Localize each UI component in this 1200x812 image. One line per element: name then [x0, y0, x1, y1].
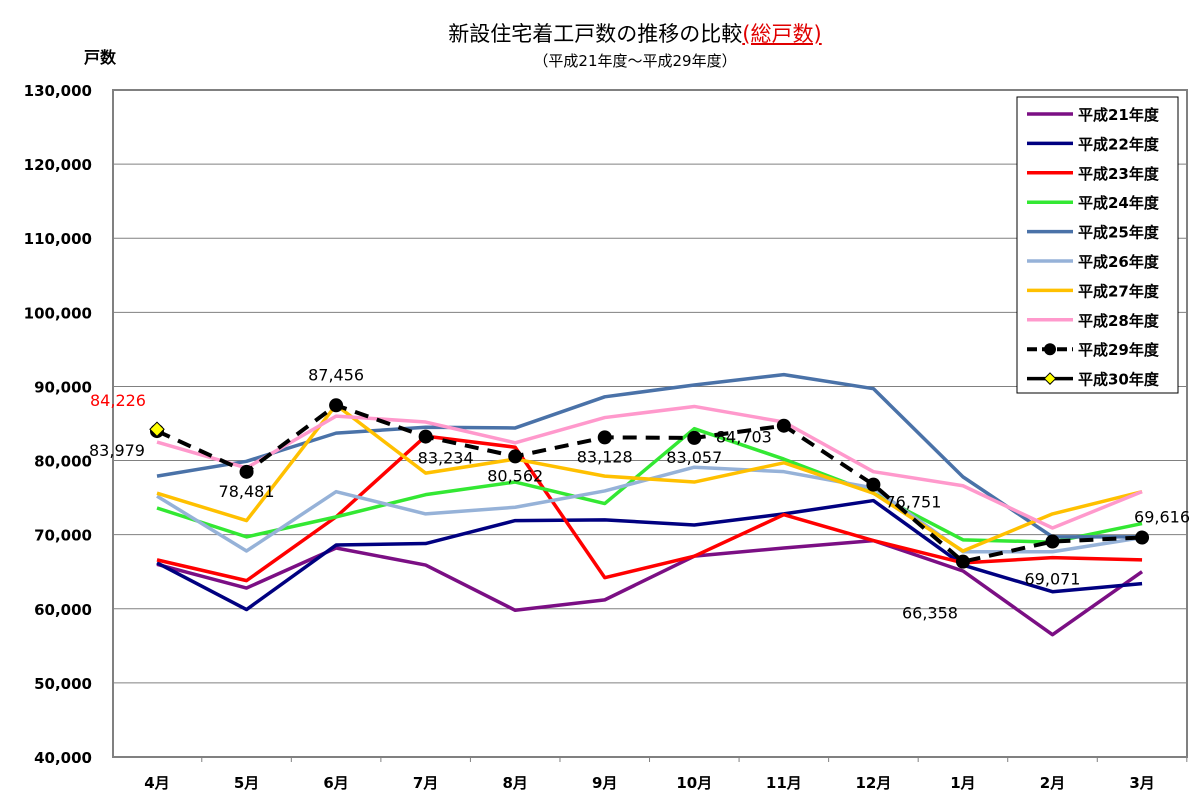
y-tick-label: 60,000 [34, 601, 92, 619]
data-point [687, 430, 702, 445]
x-tick-label: 3月 [1129, 774, 1154, 792]
data-point [1135, 530, 1150, 545]
legend: 平成21年度平成22年度平成23年度平成24年度平成25年度平成26年度平成27… [1016, 96, 1179, 394]
y-axis-label: 戸数 [84, 48, 117, 67]
y-tick-label: 110,000 [24, 230, 92, 248]
chart-subtitle: （平成21年度～平成29年度） [533, 52, 737, 70]
data-point [597, 430, 612, 445]
chart-title-emphasis: (総戸数) [742, 22, 822, 46]
y-tick-label: 130,000 [24, 82, 92, 100]
x-tick-label: 5月 [234, 774, 259, 792]
data-point [776, 418, 791, 433]
legend-item: 平成29年度 [1027, 341, 1160, 359]
legend-label: 平成27年度 [1078, 282, 1160, 300]
data-label: 66,358 [902, 604, 958, 623]
data-label: 69,616 [1134, 508, 1190, 527]
series-2 [156, 498, 1143, 612]
series-line [156, 372, 1143, 539]
legend-label: 平成25年度 [1078, 224, 1160, 242]
x-tick-label: 12月 [855, 774, 891, 792]
series-8 [156, 404, 1143, 530]
x-tick-label: 4月 [144, 774, 169, 792]
data-point [508, 449, 523, 464]
legend-label: 平成29年度 [1078, 341, 1160, 359]
series-line [156, 403, 1143, 564]
series-10: 84,226 [90, 391, 165, 438]
legend-label: 平成26年度 [1078, 253, 1160, 271]
legend-item: 平成23年度 [1027, 165, 1160, 183]
data-label: 83,979 [89, 441, 145, 460]
legend-item: 平成22年度 [1027, 135, 1160, 153]
data-label: 78,481 [219, 482, 275, 501]
series-4 [156, 426, 1143, 544]
series-line [156, 426, 1143, 544]
y-tick-label: 80,000 [34, 453, 92, 471]
data-point [1045, 534, 1060, 549]
legend-label: 平成28年度 [1078, 312, 1160, 330]
series-line [156, 404, 1143, 530]
x-tick-label: 2月 [1040, 774, 1065, 792]
y-tick-label: 50,000 [34, 675, 92, 693]
y-tick-label: 100,000 [24, 304, 92, 322]
legend-label: 平成21年度 [1078, 106, 1160, 124]
legend-item: 平成28年度 [1027, 312, 1160, 330]
chart-title: 新設住宅着工戸数の推移の比較(総戸数) [0, 18, 1200, 48]
data-point [955, 554, 970, 569]
data-point [149, 421, 165, 438]
series-3 [156, 434, 1143, 583]
y-tick-label: 70,000 [34, 527, 92, 545]
chart-title-text: 新設住宅着工戸数の推移の比較 [448, 22, 743, 46]
legend-label: 平成23年度 [1078, 165, 1160, 183]
legend-item: 平成21年度 [1027, 106, 1160, 124]
x-tick-label: 8月 [502, 774, 527, 792]
legend-marker [1044, 343, 1056, 356]
x-tick-label: 11月 [766, 774, 802, 792]
series-5 [156, 372, 1143, 539]
data-label: 84,226 [90, 391, 146, 410]
data-label: 80,562 [487, 466, 543, 485]
data-label: 83,234 [418, 449, 474, 468]
data-label: 83,128 [577, 447, 633, 466]
data-point [866, 477, 881, 492]
series-line [156, 498, 1143, 612]
legend-label: 平成30年度 [1078, 371, 1160, 389]
legend-item: 平成24年度 [1027, 194, 1160, 212]
y-tick-label: 90,000 [34, 378, 92, 396]
y-tick-label: 40,000 [34, 749, 92, 767]
x-tick-label: 6月 [323, 774, 348, 792]
data-label: 84,703 [716, 428, 772, 447]
legend-item: 平成30年度 [1027, 371, 1160, 389]
data-label: 83,057 [666, 448, 722, 467]
legend-item: 平成26年度 [1027, 253, 1160, 271]
data-label: 76,751 [885, 493, 941, 512]
data-point [418, 429, 433, 444]
legend-marker [1043, 372, 1057, 385]
data-label: 87,456 [308, 365, 364, 384]
legend-label: 平成22年度 [1078, 135, 1160, 153]
x-tick-label: 10月 [676, 774, 712, 792]
x-tick-label: 1月 [950, 774, 975, 792]
data-point [239, 464, 254, 479]
x-tick-label: 7月 [413, 774, 438, 792]
series-line [156, 434, 1143, 583]
data-label: 69,071 [1025, 570, 1081, 589]
legend-label: 平成24年度 [1078, 194, 1160, 212]
legend-box [1016, 96, 1179, 394]
legend-item: 平成27年度 [1027, 282, 1160, 300]
y-tick-label: 120,000 [24, 156, 92, 174]
x-tick-label: 9月 [592, 774, 617, 792]
data-point [329, 398, 344, 413]
legend-item: 平成25年度 [1027, 224, 1160, 242]
